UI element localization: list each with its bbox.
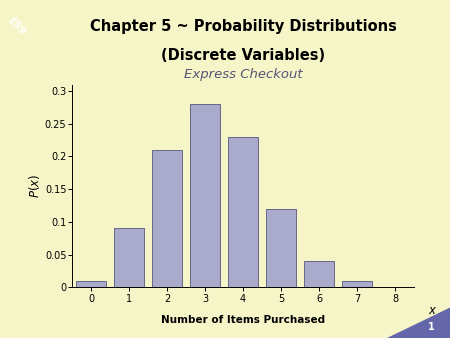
Text: Chapter 5 ~ Probability Distributions: Chapter 5 ~ Probability Distributions — [90, 19, 396, 33]
Bar — [152, 150, 182, 287]
Bar — [266, 209, 296, 287]
Text: $x$: $x$ — [428, 304, 437, 316]
Bar — [228, 137, 258, 287]
Title: Express Checkout: Express Checkout — [184, 68, 302, 80]
Bar — [114, 228, 144, 287]
Bar — [304, 261, 334, 287]
Text: (Discrete Variables): (Discrete Variables) — [161, 48, 325, 63]
Text: 1: 1 — [428, 322, 434, 332]
Bar — [190, 104, 220, 287]
Bar — [342, 281, 372, 287]
X-axis label: Number of Items Purchased: Number of Items Purchased — [161, 315, 325, 325]
Text: ES9: ES9 — [7, 15, 28, 37]
Bar — [76, 281, 106, 287]
Y-axis label: $P(x)$: $P(x)$ — [27, 174, 42, 198]
